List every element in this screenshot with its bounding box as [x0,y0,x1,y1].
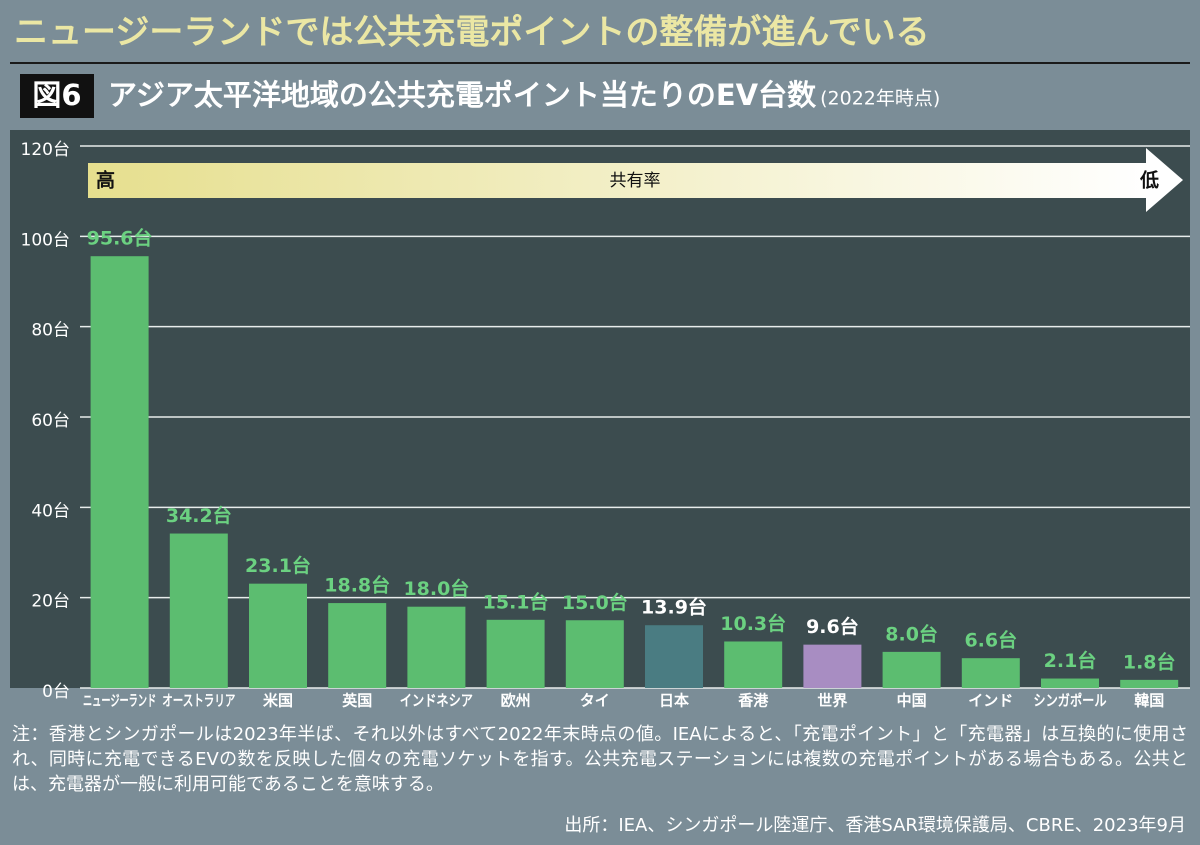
source: 出所：IEA、シンガポール陸運庁、香港SAR環境保護局、CBRE、2023年9月 [564,815,1186,836]
chart: ニュージーランドでは公共充電ポイントの整備が進んでいる 図6 アジア太平洋地域の… [10,13,1190,710]
value-label: 13.9台 [641,596,707,619]
bar [169,533,228,688]
x-tick-label: インドネシア [400,692,473,710]
value-label: 34.2台 [166,504,232,527]
y-tick-label: 80台 [31,321,70,341]
value-label: 18.0台 [403,577,469,600]
value-label: 18.8台 [324,574,390,597]
value-label: 15.0台 [562,591,628,614]
bar [724,641,783,688]
x-tick-label: 英国 [342,692,372,710]
chart-subtitle: (2022年時点) [820,88,940,110]
note: 注：香港とシンガポールは2023年半ば、それ以外はすべて2022年末時点の値。I… [12,724,1188,795]
bar [882,651,941,688]
x-tick-label: タイ [580,692,610,710]
bar [407,606,466,688]
value-label: 8.0台 [885,622,938,645]
value-label: 23.1台 [245,554,311,577]
x-tick-label: オーストラリア [162,692,235,710]
x-tick-label: 世界 [817,692,847,710]
value-label: 2.1台 [1044,649,1097,672]
figure-label: 図6 [32,78,81,112]
bar [961,658,1020,688]
arrow-body [88,163,1150,198]
value-label: 9.6台 [806,615,859,638]
headline: ニュージーランドでは公共充電ポイントの整備が進んでいる [14,13,930,53]
arrow-head [1146,148,1183,212]
x-tick-label: 韓国 [1134,692,1164,710]
value-label: 6.6台 [964,629,1017,652]
x-tick-label: 中国 [897,692,927,710]
bar [249,583,307,688]
bar [90,256,149,688]
y-tick-label: 20台 [31,592,70,612]
y-tick-label: 100台 [21,230,70,250]
x-tick-label: ニュージーランド [83,692,156,710]
bar [1120,679,1179,688]
bar [486,619,545,688]
y-tick-label: 120台 [21,140,70,160]
arrow-end: 低 [1139,169,1159,192]
arrow-start: 高 [96,169,115,192]
x-tick-label: インド [968,692,1013,710]
y-tick-label: 60台 [31,411,70,431]
x-tick-label: シンガポール [1033,692,1106,710]
value-label: 95.6台 [87,227,153,250]
x-tick-label: 欧州 [501,692,531,710]
x-tick-label: 香港 [738,692,769,710]
arrow-label: 共有率 [610,171,661,191]
figure-label-box [20,74,94,118]
y-tick-label: 40台 [31,501,70,521]
chart-title: アジア太平洋地域の公共充電ポイント当たりのEV台数 [108,78,817,112]
bar [645,625,703,688]
y-tick-label: 0台 [42,682,70,702]
bar [1041,678,1099,688]
value-label: 15.1台 [483,590,549,613]
x-tick-label: 日本 [659,692,689,710]
bar [803,644,862,688]
value-label: 10.3台 [720,612,786,635]
bar [328,603,387,688]
bar [565,620,624,688]
x-tick-label: 米国 [263,692,293,710]
value-label: 1.8台 [1123,650,1176,673]
